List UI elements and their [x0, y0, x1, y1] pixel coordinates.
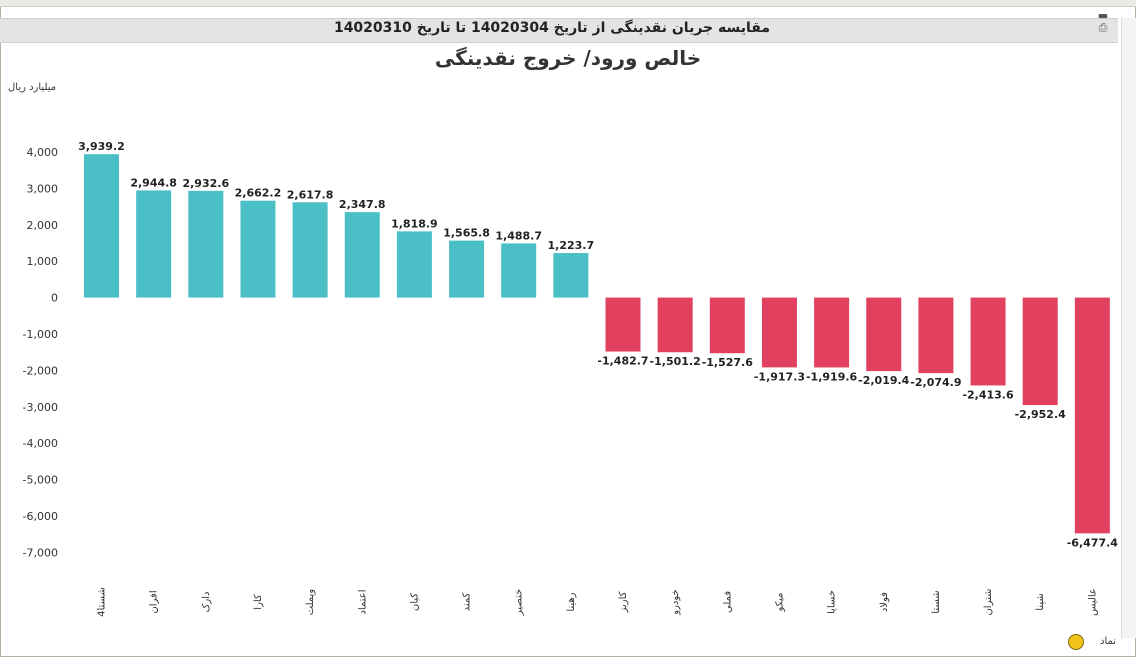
bar[interactable] — [970, 297, 1006, 386]
data-label: 1,818.9 — [391, 217, 438, 230]
x-tick-label: کارا — [253, 594, 264, 610]
x-tick-label: شستا — [931, 590, 942, 613]
data-label: 2,617.8 — [287, 188, 334, 201]
x-tick-label: کیان — [409, 593, 420, 611]
x-tick-label: رهینا — [566, 592, 577, 611]
data-label: -6,477.4 — [1067, 536, 1119, 549]
data-label: 1,565.8 — [443, 227, 490, 240]
y-tick-label: 0 — [51, 292, 58, 305]
data-labels: 3,939.2 2,944.8 2,932.6 2,662.2 2,617.8 2,347… — [78, 140, 1118, 549]
symbol-label: نماد — [1100, 636, 1117, 647]
bar[interactable] — [240, 200, 276, 298]
y-tick-label: -6,000 — [23, 510, 58, 523]
x-tick-label: شپنا — [1035, 593, 1046, 610]
data-label: -1,919.6 — [806, 370, 858, 383]
x-tick-label: فملی — [722, 591, 733, 613]
y-tick-label: 1,000 — [27, 255, 59, 268]
y-tick-label: 3,000 — [27, 182, 59, 195]
y-tick-label: -7,000 — [23, 546, 58, 559]
y-tick-label: -1,000 — [23, 328, 58, 341]
y-axis-unit-label: میلیارد ریال — [8, 82, 57, 93]
x-tick-label: خساپا — [827, 590, 838, 614]
x-tick-label: کمند — [462, 592, 473, 611]
bar[interactable] — [918, 297, 954, 374]
bar[interactable] — [344, 212, 380, 298]
x-tick-label: اعتماد — [357, 589, 368, 614]
bar[interactable] — [1074, 297, 1110, 534]
x-tick-label: افران — [149, 590, 160, 613]
x-tick-label: خودرو — [670, 589, 681, 615]
data-label: -2,074.9 — [910, 376, 961, 389]
data-label: -1,501.2 — [650, 355, 701, 368]
bar[interactable] — [84, 154, 119, 298]
print-icon[interactable]: ⎙ — [1098, 21, 1108, 34]
data-label: 1,223.7 — [548, 239, 595, 252]
bar[interactable] — [292, 202, 328, 298]
bar[interactable] — [188, 190, 224, 298]
minimize-icon[interactable]: ▬ — [1097, 9, 1109, 22]
bar[interactable] — [657, 297, 693, 353]
bar[interactable] — [605, 297, 641, 352]
y-tick-label: -4,000 — [23, 437, 58, 450]
data-label: 2,662.2 — [235, 187, 282, 200]
bar[interactable] — [136, 190, 172, 298]
data-label: 2,932.6 — [182, 177, 229, 190]
data-label: -2,413.6 — [962, 388, 1014, 401]
window-title: مقایسه جریان نقدینگی از تاریخ 14020304 ت… — [333, 20, 770, 36]
x-axis-labels: شستا4 افران دارک کارا وپملت اعتماد کیان کمند ختص… — [97, 587, 1099, 617]
bar[interactable] — [501, 243, 537, 298]
x-tick-label: کاریز — [618, 591, 629, 613]
data-label: 3,939.2 — [78, 140, 125, 153]
x-tick-label: شتران — [983, 588, 994, 615]
title-bar — [0, 18, 1118, 43]
x-tick-label: فولاد — [879, 592, 890, 612]
y-tick-label: -5,000 — [23, 474, 58, 487]
data-label: 2,944.8 — [130, 176, 177, 189]
bars — [84, 154, 1110, 534]
data-label: -1,527.6 — [702, 356, 754, 369]
data-label: -2,019.4 — [858, 374, 910, 387]
data-label: -1,482.7 — [597, 355, 648, 368]
y-tick-label: -2,000 — [23, 364, 58, 377]
data-label: -1,917.3 — [754, 370, 805, 383]
y-axis-ticks: 4,000 3,000 2,000 1,000 0 -1,000 -2,000 -3,000 -… — [23, 146, 58, 559]
x-tick-label: شستا4 — [97, 587, 108, 617]
y-tick-label: 4,000 — [27, 146, 59, 159]
x-tick-label: دارک — [201, 591, 212, 612]
window-controls[interactable]: ▬ ⎙ — [1088, 10, 1118, 40]
search-icon[interactable] — [1068, 634, 1084, 650]
data-label: -2,952.4 — [1015, 408, 1067, 421]
bar[interactable] — [449, 240, 485, 298]
data-label: 2,347.8 — [339, 198, 386, 211]
vertical-scrollbar[interactable] — [1121, 18, 1136, 638]
chart-title: خالص ورود/ خروج نقدینگی — [434, 46, 702, 70]
top-bar — [0, 0, 1136, 7]
data-label: 1,488.7 — [495, 229, 542, 242]
x-tick-label: وپملت — [305, 589, 316, 616]
y-tick-label: -3,000 — [23, 401, 58, 414]
x-tick-label: ختصیر — [514, 589, 525, 616]
bar[interactable] — [709, 297, 745, 354]
bar[interactable] — [396, 231, 432, 298]
x-tick-label: میکو — [774, 592, 785, 612]
bar[interactable] — [553, 253, 589, 298]
bar[interactable] — [814, 297, 850, 368]
bar[interactable] — [1022, 297, 1058, 406]
bar[interactable] — [761, 297, 797, 368]
bar[interactable] — [866, 297, 902, 372]
y-tick-label: 2,000 — [27, 219, 59, 232]
x-tick-label: عالیس — [1087, 588, 1098, 616]
